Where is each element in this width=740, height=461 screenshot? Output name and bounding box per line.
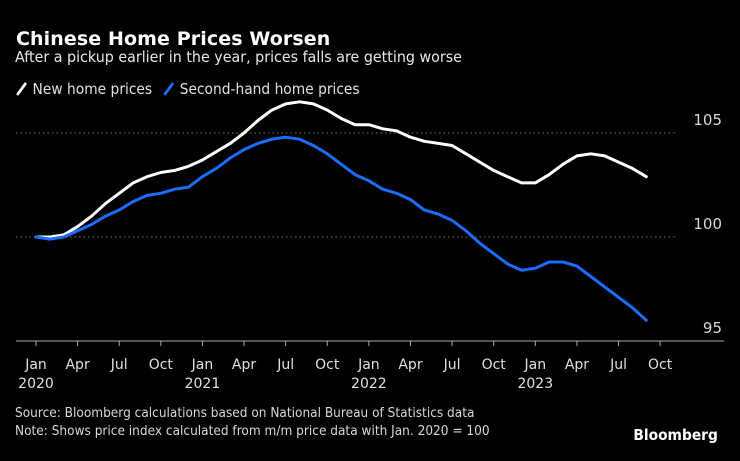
legend: New home prices Second-hand home prices (16, 80, 371, 98)
legend-item-new-home: New home prices (16, 80, 152, 98)
x-tick-label-15: Oct (648, 357, 673, 373)
x-tick-label-10: Jul (443, 357, 461, 373)
x-tick-year-2022: 2022 (351, 376, 387, 392)
y-tick-label-105: 105 (693, 111, 722, 129)
legend-swatch-second-hand-icon (163, 82, 174, 96)
x-tick-year-2021: 2021 (185, 376, 221, 392)
chart-title: Chinese Home Prices Worsen (16, 28, 331, 50)
x-tick-label-3: Oct (149, 357, 174, 373)
x-tick-label-14: Jul (609, 357, 627, 373)
x-tick-year-2020: 2020 (18, 376, 54, 392)
legend-item-second-hand: Second-hand home prices (163, 80, 360, 98)
x-tick-label-2: Jul (110, 357, 128, 373)
x-tick-label-1: Apr (65, 357, 89, 373)
chart-subtitle: After a pickup earlier in the year, pric… (15, 48, 462, 66)
legend-label-second-hand: Second-hand home prices (179, 80, 360, 98)
x-tick-label-8: Jan (357, 357, 380, 373)
y-tick-label-100: 100 (693, 215, 722, 233)
series-line-new-home (34, 100, 648, 239)
source-note: Source: Bloomberg calculations based on … (15, 405, 475, 421)
x-tick-label-12: Jan (524, 357, 547, 373)
x-tick-year-2023: 2023 (517, 376, 553, 392)
x-tick-label-4: Jan (191, 357, 214, 373)
x-tick-label-13: Apr (565, 357, 589, 373)
method-note: Note: Shows price index calculated from … (15, 423, 490, 439)
legend-label-new-home: New home prices (32, 80, 153, 98)
x-tick-label-0: Jan (24, 357, 47, 373)
bloomberg-logo: Bloomberg (633, 426, 718, 444)
x-tick-label-11: Oct (482, 357, 507, 373)
y-tick-label-95: 95 (703, 319, 722, 337)
x-tick-label-6: Jul (276, 357, 294, 373)
x-tick-label-5: Apr (232, 357, 256, 373)
x-tick-label-9: Apr (398, 357, 422, 373)
legend-swatch-new-home-icon (16, 82, 27, 96)
x-tick-label-7: Oct (315, 357, 340, 373)
series-line-second-hand (34, 135, 648, 322)
